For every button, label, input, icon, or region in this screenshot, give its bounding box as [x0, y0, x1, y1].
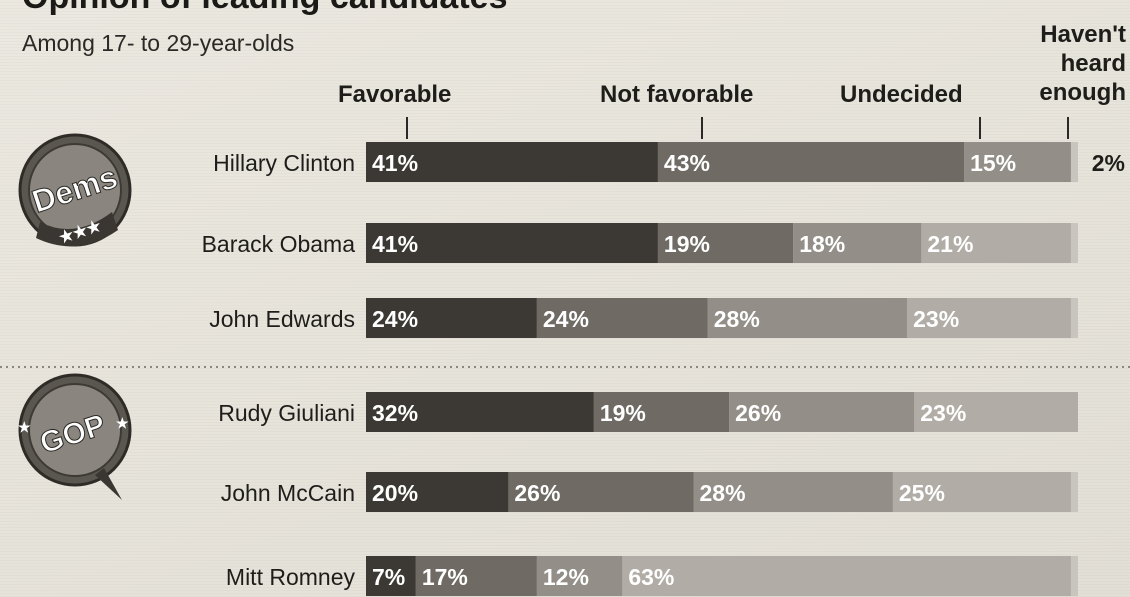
- bar-segment: [536, 298, 708, 338]
- gop-badge-ring: [28, 383, 122, 477]
- bar-segment: [964, 142, 1071, 182]
- bar-value-label: 19%: [664, 231, 710, 257]
- bar-segment: [707, 298, 908, 338]
- bar-value-label: 24%: [543, 306, 589, 332]
- bar-segment: [366, 472, 509, 512]
- bar-row: Rudy Giuliani 32% 19% 26% 23%: [218, 392, 1078, 432]
- candidate-name: John Edwards: [209, 306, 355, 332]
- bar-value-label: 41%: [372, 231, 418, 257]
- bar-value-label: 15%: [970, 150, 1016, 176]
- bar-row: Hillary Clinton 41% 43% 15% 2%: [213, 142, 1125, 182]
- bar-segment: [892, 472, 1071, 512]
- bar-value-label: 28%: [714, 306, 760, 332]
- bar-segment: [914, 392, 1078, 432]
- column-label-not-favorable: Not favorable: [600, 81, 754, 108]
- candidate-name: John McCain: [221, 480, 355, 506]
- bar-segment: [415, 556, 537, 596]
- bar-segment: [366, 298, 537, 338]
- bar-segment: [536, 556, 623, 596]
- bar-segment: [729, 392, 915, 432]
- bar-value-label: 2%: [1092, 150, 1125, 176]
- dems-badge-ribbon: [36, 212, 118, 247]
- chart-title: Opinion of leading candidates: [22, 0, 507, 17]
- bar-value-label: 25%: [899, 480, 945, 506]
- bar-value-label: 20%: [372, 480, 418, 506]
- bar-value-label: 21%: [927, 231, 973, 257]
- column-label-havent-heard-enough: Haven't heard enough: [1039, 21, 1126, 106]
- bar-segment: [907, 298, 1071, 338]
- bar-row: John Edwards 24% 24% 28% 23%: [209, 298, 1078, 338]
- bar-value-label: 63%: [628, 564, 674, 590]
- bar-value-label: 19%: [600, 400, 646, 426]
- bar-value-label: 23%: [913, 306, 959, 332]
- bar-row: Mitt Romney 7% 17% 12% 63%: [226, 556, 1078, 596]
- dems-badge: Dems ★★★: [18, 133, 132, 247]
- bar-value-label: 43%: [664, 150, 710, 176]
- gop-badge-star-right: ★: [116, 415, 129, 431]
- bar-segment: [657, 223, 794, 263]
- bar-row: John McCain 20% 26% 28% 25%: [221, 472, 1078, 512]
- gop-badge-tail: [95, 468, 122, 500]
- column-label-undecided: Undecided: [840, 81, 963, 108]
- bar-value-label: 28%: [700, 480, 746, 506]
- gop-badge: ★ ★ GOP: [18, 373, 132, 500]
- bar-segment: [657, 142, 965, 182]
- bar-segment: [508, 472, 694, 512]
- chart-subtitle: Among 17- to 29-year-olds: [22, 30, 295, 56]
- bar-value-label: 7%: [372, 564, 405, 590]
- gop-badge-star-left: ★: [18, 419, 31, 435]
- column-ticks: [406, 117, 1069, 139]
- bar-row: Barack Obama 41% 19% 18% 21%: [202, 223, 1078, 263]
- candidate-name: Barack Obama: [202, 231, 356, 257]
- bar-segment: [693, 472, 893, 512]
- bar-segment: [593, 392, 730, 432]
- bar-value-label: 26%: [514, 480, 560, 506]
- bar-segment: [921, 223, 1071, 263]
- bar-value-label: 12%: [543, 564, 589, 590]
- bar-segment: [366, 392, 594, 432]
- candidate-name: Mitt Romney: [226, 564, 356, 590]
- bar-value-label: 17%: [422, 564, 468, 590]
- bar-value-label: 26%: [735, 400, 781, 426]
- bar-value-label: 32%: [372, 400, 418, 426]
- bar-segment: [366, 142, 658, 182]
- chart-rows: Hillary Clinton 41% 43% 15% 2% Barack Obama 41…: [202, 142, 1125, 596]
- column-label-favorable: Favorable: [338, 81, 452, 108]
- bar-value-label: 23%: [920, 400, 966, 426]
- bar-segment: [793, 223, 922, 263]
- bar-value-label: 24%: [372, 306, 418, 332]
- bar-value-label: 18%: [799, 231, 845, 257]
- bar-segment: [366, 223, 658, 263]
- candidate-name: Hillary Clinton: [213, 150, 355, 176]
- bar-segment: [622, 556, 1071, 596]
- bar-segment: [366, 556, 416, 596]
- bar-value-label: 41%: [372, 150, 418, 176]
- candidate-name: Rudy Giuliani: [218, 400, 355, 426]
